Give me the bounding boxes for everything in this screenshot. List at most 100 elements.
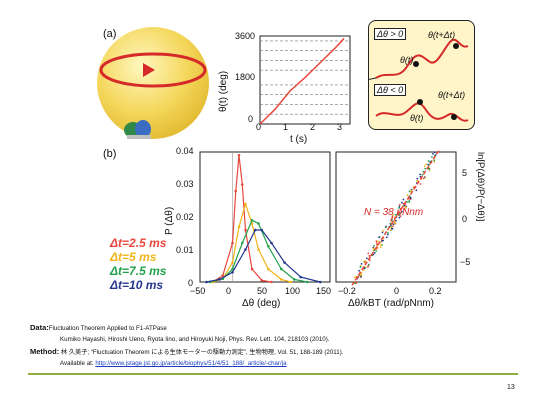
pd-point [260,279,264,282]
pd-xtick-m50: −50 [190,286,206,296]
pd-xtick-0: 0 [226,286,232,296]
ft-point [399,215,402,217]
ft-ytick-0: 0 [462,214,468,224]
ft-point [432,153,434,155]
ft-point [391,219,393,222]
ft-point [360,274,363,277]
pd-point [240,183,244,186]
pd-point [270,241,273,245]
ft-point [390,229,392,231]
ft-point [421,173,424,176]
pd-point [234,189,238,193]
ft-point [392,225,394,228]
ft-point [394,222,397,225]
legend-item-7-5ms: Δt=7.5 ms [110,264,167,278]
pd-series-3 [206,229,321,283]
pd-xtick-100: 100 [285,286,301,296]
pd-point [318,280,322,284]
ft-point [390,217,393,220]
ft-point [391,215,394,218]
pd-point [289,280,293,284]
pd-point [231,267,234,271]
inset-theta-t-lower: θ(t) [410,113,424,123]
pd-ylabel: P (Δθ) [164,206,175,235]
page-number: 13 [507,384,515,391]
ft-point [395,219,397,222]
tt-xlabel: t (s) [290,134,308,145]
pd-point [231,270,234,274]
ft-point [400,210,403,213]
ft-point [385,236,388,239]
tt-ytick-1800: 1800 [235,72,256,82]
ft-point [353,276,356,279]
ft-point [406,200,408,203]
pd-point [250,267,254,271]
pd-point [257,248,260,251]
ft-point [425,163,427,166]
ft-point [392,214,395,216]
ft-point [375,242,378,245]
ft-point [381,231,384,234]
ft-xtick-02: 0.2 [429,286,442,296]
ft-point [427,160,430,162]
ft-point [354,282,356,285]
ft-point [387,233,389,236]
ft-point [392,223,395,226]
ft-fit-line [351,150,441,286]
tt-ytick-0: 0 [248,114,254,124]
tt-ylabel: θ(t) (deg) [218,70,229,112]
ft-point [391,227,394,230]
inset-traces [368,38,469,122]
ft-point [415,189,418,192]
pd-point [299,275,303,279]
ft-point [358,269,360,272]
ft-point [404,206,407,209]
pd-point [257,222,260,225]
ft-point [381,239,383,242]
pd-point [240,241,244,245]
pd-ytick-001: 0.01 [176,245,194,255]
pd-point [250,218,254,222]
pd-frame [199,151,331,283]
ft-point [419,173,421,176]
pd-point [244,202,247,206]
pd-point [205,280,208,284]
bead-sphere [97,27,209,139]
tt-xtick-1: 1 [283,122,289,132]
method-reference: 林 久美子; “Fluctuation Theorem による生体モーターの駆動… [60,349,344,356]
pd-point [218,278,221,281]
ft-point [422,170,425,173]
tt-series-line [259,37,345,125]
ft-ytick-5: 5 [462,168,468,178]
ft-point [375,240,378,243]
ft-point [362,269,365,272]
jstage-link[interactable]: http://www.jstage.jst.go.jp/article/biop… [95,360,287,367]
ft-point [373,252,376,254]
ft-point [406,194,409,197]
pd-point [292,278,296,281]
ft-point [433,161,436,163]
pd-xtick-50: 50 [257,286,268,296]
rotation-arrow-icon [143,63,155,77]
ft-frame [335,151,457,283]
ft-point [398,205,401,208]
time-trace-plot [259,35,351,125]
ft-ylabel: ln[P(Δθ)/P(−Δθ)] [475,152,486,222]
tt-frame [259,35,351,125]
pd-series-2 [209,219,308,283]
ft-point [398,216,401,219]
pd-xtick-150: 150 [316,286,332,296]
ft-ytick-m5: −5 [460,257,471,267]
pd-point [244,248,247,251]
ft-point [384,226,387,229]
ft-point [366,257,368,260]
inset-theta-t-upper: θ(t) [400,55,414,65]
pd-series-0 [212,155,272,283]
ft-point [416,179,418,182]
ft-point [416,177,419,180]
fluctuation-theorem-plot [335,150,457,286]
ft-point [402,198,405,201]
accent-rule [28,373,518,375]
legend: Δt=2.5 ms Δt=5 ms Δt=7.5 ms Δt=10 ms [110,236,166,292]
ft-xtick-0: 0 [394,286,400,296]
